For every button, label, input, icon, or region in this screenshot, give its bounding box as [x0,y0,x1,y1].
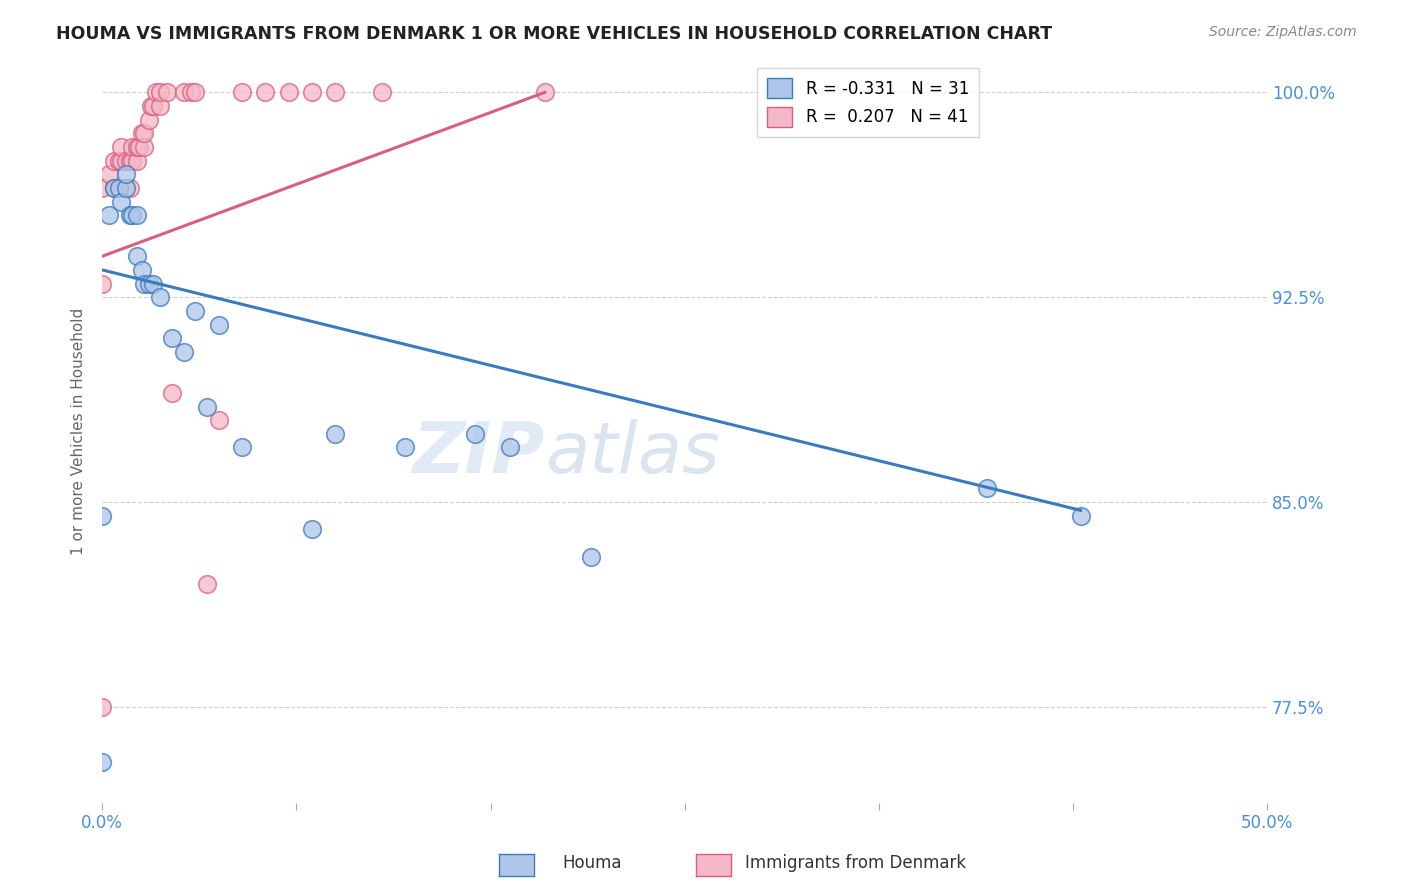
Point [142,99,165,113]
Point [499,441,522,455]
Point [138,277,160,291]
Point [581,549,603,564]
Point [149,99,172,113]
Point [142,277,165,291]
Point [128,140,150,154]
Point [156,86,179,100]
Point [184,304,207,318]
Point [114,167,136,181]
Point [98,208,121,222]
Y-axis label: 1 or more Vehicles in Household: 1 or more Vehicles in Household [72,308,86,555]
Point [323,426,346,441]
Legend: R = -0.331   N = 31, R =  0.207   N = 41: R = -0.331 N = 31, R = 0.207 N = 41 [758,68,979,137]
Point [160,385,183,400]
Point [231,86,253,100]
Point [184,86,207,100]
Point [131,263,153,277]
Point [110,194,132,209]
Point [131,126,153,140]
Point [173,344,195,359]
Point [110,140,132,154]
Point [301,86,323,100]
Point [145,86,167,100]
Point [976,482,998,496]
Point [277,86,299,100]
Point [464,426,486,441]
Point [114,181,136,195]
Point [533,86,555,100]
Point [114,153,136,168]
Text: Source: ZipAtlas.com: Source: ZipAtlas.com [1209,25,1357,39]
Text: atlas: atlas [544,419,720,488]
Point [208,413,231,427]
Point [323,86,346,100]
Point [231,441,253,455]
Point [120,153,142,168]
Point [110,153,132,168]
Point [371,86,394,100]
Point [120,181,142,195]
Point [127,140,149,154]
Point [121,153,143,168]
Point [1070,508,1092,523]
Point [195,400,218,414]
Point [180,86,202,100]
Text: ZIP: ZIP [412,419,544,488]
Text: HOUMA VS IMMIGRANTS FROM DENMARK 1 OR MORE VEHICLES IN HOUSEHOLD CORRELATION CHA: HOUMA VS IMMIGRANTS FROM DENMARK 1 OR MO… [56,25,1052,43]
Point [301,523,323,537]
Point [134,277,156,291]
Point [91,700,114,714]
Point [139,99,162,113]
Point [103,153,125,168]
Point [149,290,172,304]
Point [121,140,143,154]
Point [120,208,142,222]
Point [103,181,125,195]
Point [98,167,121,181]
Point [127,153,149,168]
Point [103,181,125,195]
Point [134,140,156,154]
Text: Immigrants from Denmark: Immigrants from Denmark [745,855,966,872]
Point [173,86,195,100]
Point [121,208,143,222]
Point [114,181,136,195]
Point [138,112,160,127]
Point [149,86,172,100]
Point [208,318,231,332]
Text: Houma: Houma [562,855,621,872]
Point [127,208,149,222]
Point [91,181,114,195]
Point [195,577,218,591]
Point [254,86,277,100]
Point [91,508,114,523]
Point [107,181,129,195]
Point [127,249,149,263]
Point [91,277,114,291]
Point [107,153,129,168]
Point [394,441,416,455]
Point [134,126,156,140]
Point [160,331,183,345]
Point [91,755,114,769]
